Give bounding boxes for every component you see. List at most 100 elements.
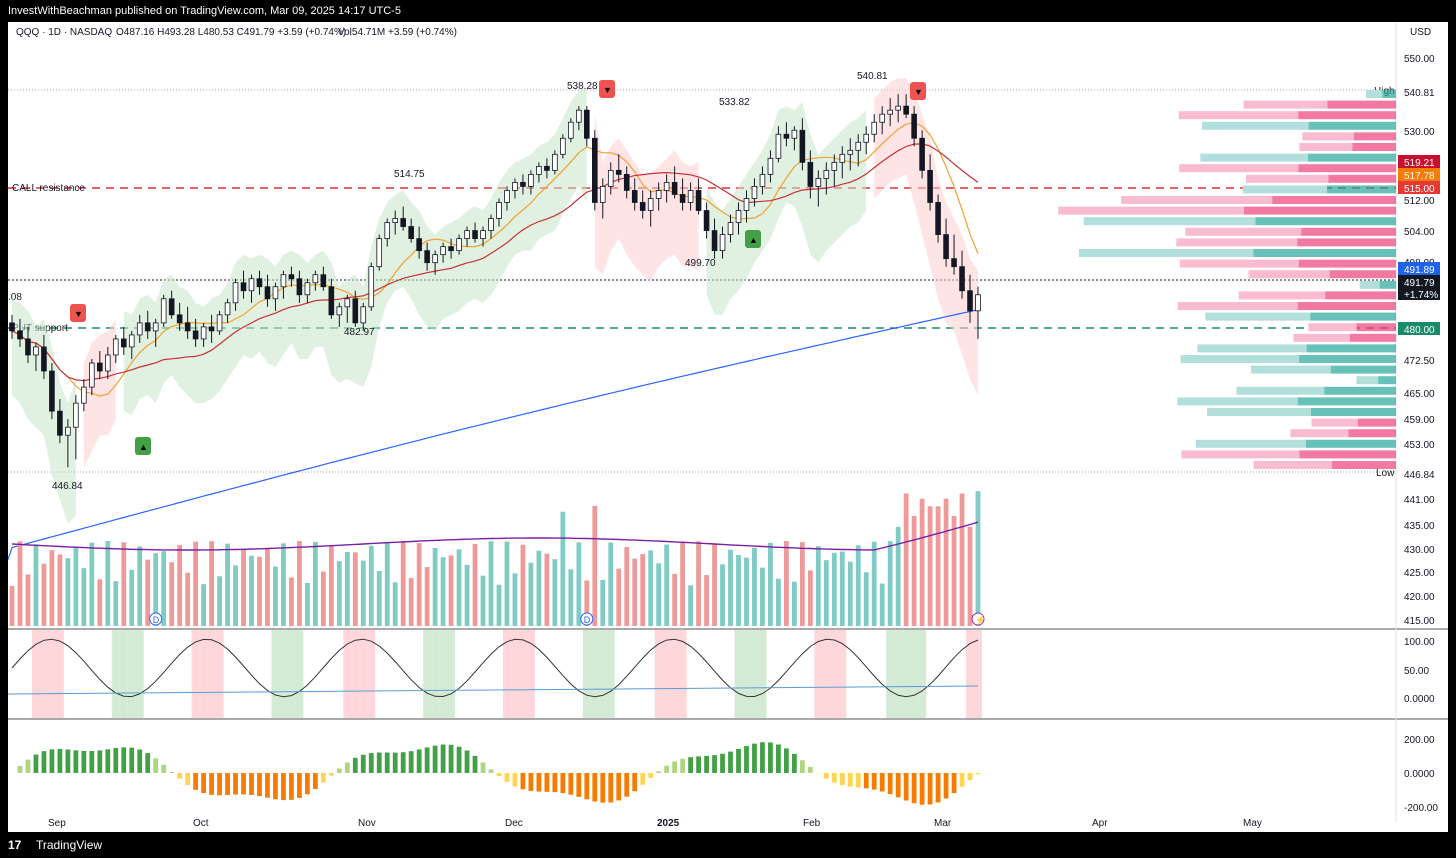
volume-profile-bar-core [1353,132,1396,141]
volume-profile-bar-core [1298,164,1396,173]
macd-bar [640,773,646,785]
volume-profile-bar [1253,461,1332,469]
volume-profile-bar [1248,270,1330,279]
candle-body [304,282,311,296]
macd-bar [688,757,693,773]
oscillator-line [11,638,979,698]
price-chart-svg[interactable]: QQQ · 1D · NASDAQ O487.16 H493.28 L480.5… [8,22,1448,832]
osc-zone-bar [590,630,599,718]
time-axis-label: Nov [358,818,376,829]
candle-body [200,326,207,340]
volume-profile-bar [1200,153,1308,162]
candle-body [33,346,39,356]
candle-body [280,274,287,288]
volume-bar [704,575,709,626]
volume-profile-bar-core [1272,196,1396,204]
candle-body [312,274,319,284]
candle-body [639,202,646,211]
volume-profile-bar-core [1298,259,1396,268]
volume-bar [297,541,302,626]
candle-body [695,190,702,211]
macd-bar [975,773,981,775]
candle-body [248,278,255,292]
candle-body [504,190,510,203]
volume-bar [33,544,39,626]
volume-bar [624,547,630,626]
time-axis-label: 2025 [657,818,680,829]
volume-profile-bar-core [1255,217,1396,226]
candle-body [591,137,598,203]
price-axis-tick: 480.00 [1404,325,1435,336]
volume-bar [855,545,861,626]
osc-zone-bar [894,630,903,718]
macd-bar [791,753,797,773]
candle-body [663,182,670,191]
sma-long-line [8,309,979,560]
macd-bar [400,752,406,773]
macd-bar [911,773,917,804]
osc-zone-bar [271,630,280,718]
candle-body [887,109,893,115]
volume-profile-bar-core [1382,90,1396,98]
candle-body [368,266,375,308]
macd-bar [201,773,206,794]
candle-body [25,338,31,356]
price-axis-tag [1398,322,1440,335]
volume-bar [209,541,214,626]
osc-zone-bar [502,630,511,718]
macd-bar [464,750,470,773]
volume-profile-bar [1238,291,1326,300]
volume-bar [927,506,933,626]
macd-bar [456,746,462,773]
candle-body [719,234,726,252]
candle-body [456,238,462,252]
osc-zone-bar [447,630,456,718]
osc-zone-bar [526,630,535,718]
candle-body [488,218,494,231]
candle-body [232,282,239,304]
volume-bar [600,579,606,626]
volume-bar [536,550,542,626]
candle-body [919,137,925,171]
chart-area[interactable]: QQQ · 1D · NASDAQ O487.16 H493.28 L480.5… [8,22,1448,832]
volume-bar [528,562,534,626]
osc-zone-bar [215,630,224,718]
volume-bar [680,541,686,626]
time-axis-labels: Sep Oct Nov Dec 2025 Feb Mar Apr May [48,818,1262,829]
volume-profile-bar-core [1301,227,1396,236]
osc-zone-bar [343,630,352,718]
candle-body [647,198,654,211]
candle-body [384,222,391,239]
candle-body [943,234,949,260]
osc-zone-bar [47,630,56,718]
candle-body [855,141,862,151]
volume-bar [464,564,470,626]
signal-marker-icon [599,80,615,98]
macd-bar [576,773,582,797]
volume-bar [344,551,350,626]
volume-bar [273,566,278,626]
macd-bar [257,773,262,797]
volume-profile-bar [1058,206,1245,215]
candle-body [17,330,23,340]
macd-bar [185,773,191,785]
volume-bar [328,545,334,626]
macd-bar [919,773,925,805]
osc-zone-bar [127,630,136,718]
volume-bar [257,556,262,626]
volume-bar [776,578,781,626]
osc-zone-bar [670,630,679,718]
macd-bar [360,754,366,773]
macd-axis-tick: 200.00 [1404,735,1435,746]
volume-bar [384,541,390,626]
volume-bar [201,584,206,626]
osc-zone-bar [750,630,759,718]
candle-body [679,194,686,203]
time-axis-label: Mar [934,818,952,829]
volume-profile-bar [1207,408,1311,416]
volume-bar [368,545,374,626]
candle-body [272,286,279,300]
candle-body [568,121,574,139]
volume-profile-bar [1290,429,1349,438]
candle-body [65,426,71,436]
